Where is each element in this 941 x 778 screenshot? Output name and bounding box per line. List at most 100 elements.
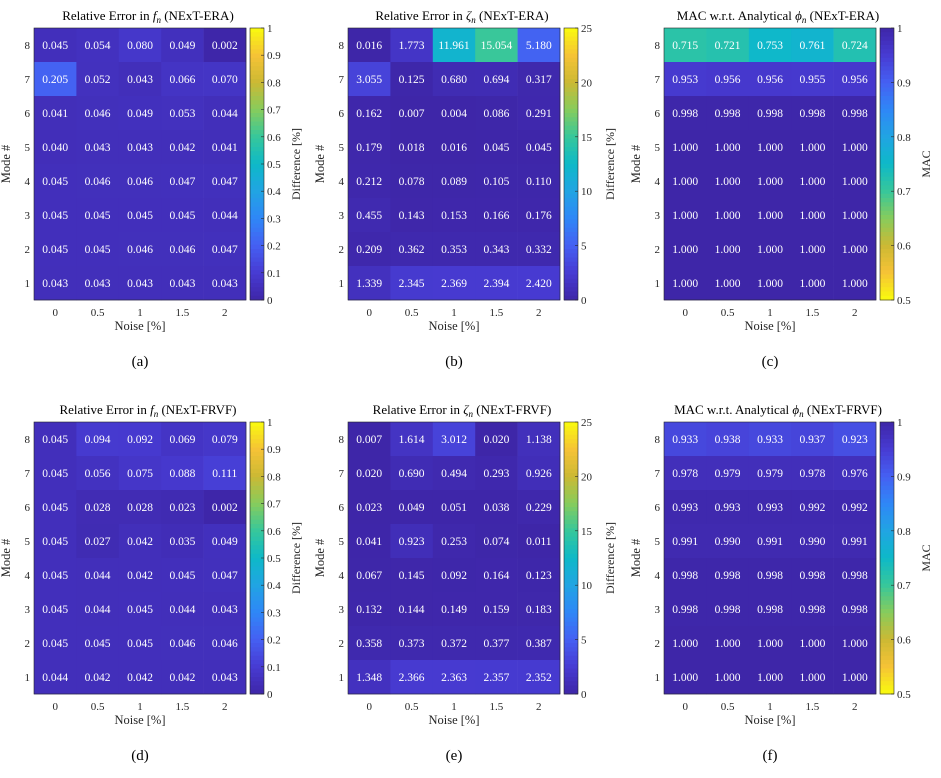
colorbar-tick-label: 25: [581, 23, 593, 35]
colorbar-label: Difference [%]: [603, 522, 617, 594]
colorbar-segment: [880, 494, 894, 499]
heatmap-cell: [748, 96, 792, 131]
cell-value-label: 2.420: [526, 278, 552, 290]
cell-value-label: 0.066: [169, 74, 195, 86]
colorbar-segment: [880, 549, 894, 555]
colorbar-segment: [250, 473, 264, 478]
heatmap-cell: [706, 96, 750, 131]
colorbar-segment: [250, 134, 264, 139]
colorbar-segment: [250, 668, 264, 674]
colorbar-tick-label: 0.3: [267, 607, 281, 619]
heatmap-cell: [706, 524, 750, 559]
colorbar-segment: [880, 604, 894, 610]
colorbar-segment: [880, 502, 894, 508]
heatmap-cell: [432, 490, 476, 525]
cell-value-label: 0.045: [526, 142, 552, 154]
colorbar-segment: [564, 274, 578, 280]
cell-value-label: 0.042: [169, 672, 195, 684]
colorbar-segment: [880, 283, 894, 288]
x-tick-label: 1: [137, 307, 143, 319]
colorbar-segment: [880, 473, 894, 478]
heatmap-cell: [706, 558, 750, 593]
heatmap-cell: [517, 164, 561, 199]
heatmap-cell: [475, 660, 518, 695]
cell-value-label: 0.045: [42, 244, 68, 256]
colorbar-segment: [880, 164, 894, 169]
heatmap-cell: [34, 558, 77, 593]
colorbar-segment: [880, 125, 894, 131]
heatmap-cell: [161, 266, 204, 301]
cell-value-label: 0.043: [212, 604, 238, 616]
heatmap-cell: [706, 28, 750, 63]
heatmap-cell: [118, 130, 162, 165]
heatmap-cell: [348, 490, 391, 525]
y-tick-label: 5: [339, 142, 345, 154]
heatmap-cell: [791, 660, 834, 695]
heatmap-cell: [348, 660, 391, 695]
colorbar-segment: [564, 62, 578, 67]
y-tick-label: 5: [25, 536, 31, 548]
heatmap-cell: [76, 198, 120, 233]
cell-value-label: 0.183: [526, 604, 552, 616]
colorbar-segment: [564, 159, 578, 165]
cell-value-label: 0.042: [85, 672, 111, 684]
colorbar-segment: [880, 261, 894, 267]
colorbar-segment: [564, 210, 578, 216]
colorbar: 0.5 0.6 0.7 0.8 0.9 1 MAC: [879, 417, 933, 701]
colorbar-segment: [564, 553, 578, 559]
cell-value-label: 0.205: [42, 74, 68, 86]
colorbar-segment: [564, 96, 578, 101]
cell-value-label: 0.044: [85, 570, 111, 582]
cell-value-label: 0.049: [212, 536, 238, 548]
cell-value-label: 0.047: [212, 570, 238, 582]
cell-value-label: 0.046: [212, 638, 238, 650]
colorbar-segment: [250, 36, 264, 42]
colorbar-tick-label: 0.5: [897, 689, 911, 701]
colorbar-tick-label: 0.3: [267, 213, 281, 225]
cell-value-label: 0.038: [483, 502, 509, 514]
cell-value-label: 0.933: [672, 434, 698, 446]
colorbar-segment: [564, 613, 578, 618]
colorbar-segment: [880, 79, 894, 84]
colorbar-segment: [564, 681, 578, 686]
colorbar-segment: [564, 617, 578, 623]
colorbar-tick-label: 10: [581, 186, 593, 198]
heatmap-cell: [475, 558, 518, 593]
cell-value-label: 0.991: [842, 536, 868, 548]
colorbar-segment: [250, 291, 264, 297]
colorbar-tick-label: 0.7: [267, 105, 281, 117]
heatmap-cell: [833, 232, 877, 267]
cell-value-label: 0.045: [169, 210, 195, 222]
colorbar-segment: [250, 53, 264, 59]
heatmap-cell: [706, 232, 750, 267]
colorbar-segment: [564, 490, 578, 495]
cell-value-label: 0.753: [757, 40, 783, 52]
colorbar-segment: [564, 587, 578, 593]
heatmap-cell: [791, 266, 834, 301]
cell-value-label: 0.045: [85, 244, 111, 256]
colorbar-segment: [564, 689, 578, 695]
colorbar-tick-label: 5: [581, 241, 587, 253]
heatmap-cell: [203, 232, 247, 267]
colorbar-segment: [250, 108, 264, 114]
cell-value-label: 0.993: [715, 502, 741, 514]
colorbar-segment: [880, 570, 894, 576]
colorbar-segment: [880, 244, 894, 250]
colorbar-segment: [250, 519, 264, 525]
heatmap-cell: [475, 592, 518, 627]
cell-value-label: 0.937: [799, 434, 825, 446]
colorbar-segment: [250, 244, 264, 250]
colorbar-segment: [880, 151, 894, 156]
cell-value-label: 0.049: [127, 108, 153, 120]
colorbar-segment: [880, 562, 894, 567]
y-tick-label: 4: [25, 570, 31, 582]
colorbar-segment: [250, 219, 264, 224]
colorbar-segment: [564, 502, 578, 508]
colorbar-tick-label: 1: [267, 417, 273, 429]
colorbar-segment: [564, 519, 578, 525]
colorbar-segment: [564, 227, 578, 233]
axes-frame: [33, 27, 247, 301]
colorbar-segment: [250, 609, 264, 614]
colorbar-segment: [880, 96, 894, 101]
heatmap-cell: [76, 524, 120, 559]
